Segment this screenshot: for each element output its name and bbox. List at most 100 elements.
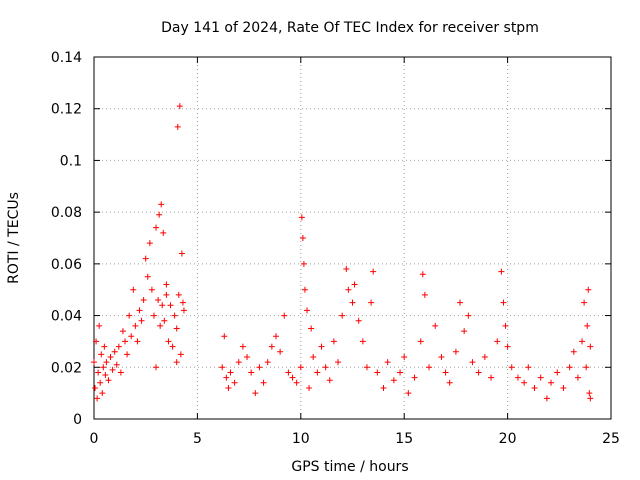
data-point bbox=[158, 201, 165, 208]
data-point bbox=[160, 229, 167, 236]
data-point bbox=[306, 384, 313, 391]
data-point bbox=[99, 390, 106, 397]
data-point bbox=[584, 322, 591, 329]
data-point bbox=[219, 364, 226, 371]
data-point bbox=[421, 291, 428, 298]
data-point bbox=[465, 312, 472, 319]
y-tick-label: 0.02 bbox=[51, 360, 82, 376]
data-point bbox=[105, 377, 112, 384]
data-point bbox=[500, 299, 507, 306]
data-point bbox=[178, 250, 185, 257]
data-point bbox=[339, 312, 346, 319]
y-tick-label: 0.1 bbox=[60, 153, 82, 169]
data-point bbox=[165, 338, 172, 345]
y-tick-label: 0.04 bbox=[51, 309, 82, 325]
y-tick-label: 0.08 bbox=[51, 205, 82, 221]
x-tick-label: 20 bbox=[499, 431, 517, 447]
x-tick-label: 5 bbox=[193, 431, 202, 447]
data-point bbox=[452, 348, 459, 355]
data-point bbox=[235, 359, 242, 366]
data-point bbox=[130, 286, 137, 293]
data-point bbox=[494, 338, 501, 345]
data-point bbox=[138, 317, 145, 324]
data-point bbox=[146, 240, 153, 247]
data-point bbox=[368, 299, 375, 306]
data-point bbox=[289, 374, 296, 381]
data-point bbox=[107, 353, 114, 360]
data-point bbox=[314, 369, 321, 376]
data-point bbox=[583, 364, 590, 371]
data-point bbox=[252, 390, 259, 397]
data-point bbox=[128, 333, 135, 340]
data-point bbox=[117, 369, 124, 376]
data-point bbox=[163, 291, 170, 298]
data-point bbox=[405, 390, 412, 397]
x-tick-label: 0 bbox=[90, 431, 99, 447]
data-point bbox=[514, 374, 521, 381]
data-point bbox=[417, 338, 424, 345]
data-point bbox=[585, 286, 592, 293]
data-point bbox=[508, 364, 515, 371]
data-point bbox=[374, 369, 381, 376]
data-point bbox=[293, 379, 300, 386]
data-point bbox=[457, 299, 464, 306]
data-point bbox=[122, 338, 129, 345]
data-point bbox=[260, 379, 267, 386]
y-axis-label: ROTI / TECUs bbox=[6, 192, 22, 284]
data-point bbox=[308, 325, 315, 332]
y-tick-label: 0.14 bbox=[51, 50, 82, 66]
data-point bbox=[285, 369, 292, 376]
data-point bbox=[310, 353, 317, 360]
data-point bbox=[297, 364, 304, 371]
data-point bbox=[475, 369, 482, 376]
data-point bbox=[432, 322, 439, 329]
data-point bbox=[301, 286, 308, 293]
data-point bbox=[150, 312, 157, 319]
x-tick-label: 25 bbox=[602, 431, 620, 447]
y-tick-label: 0.06 bbox=[51, 257, 82, 273]
data-point bbox=[227, 369, 234, 376]
data-point bbox=[272, 333, 279, 340]
data-point bbox=[132, 322, 139, 329]
data-point bbox=[225, 384, 232, 391]
data-point bbox=[155, 297, 162, 304]
data-point bbox=[525, 364, 532, 371]
data-point bbox=[504, 343, 511, 350]
data-point bbox=[277, 348, 284, 355]
data-point bbox=[115, 343, 122, 350]
data-point bbox=[351, 281, 358, 288]
data-point bbox=[144, 273, 151, 280]
data-point bbox=[461, 328, 468, 335]
data-point bbox=[370, 268, 377, 275]
y-tick-label: 0 bbox=[73, 412, 82, 428]
data-point bbox=[148, 286, 155, 293]
data-point bbox=[298, 214, 305, 221]
data-point bbox=[174, 123, 181, 130]
data-point bbox=[502, 322, 509, 329]
data-point bbox=[390, 377, 397, 384]
data-point bbox=[153, 224, 160, 231]
data-point bbox=[330, 338, 337, 345]
data-point bbox=[175, 291, 182, 298]
data-point bbox=[268, 343, 275, 350]
data-point bbox=[136, 307, 143, 314]
data-point bbox=[248, 369, 255, 376]
data-point bbox=[521, 379, 528, 386]
data-point bbox=[359, 338, 366, 345]
grid-lines bbox=[94, 57, 611, 419]
data-point bbox=[256, 364, 263, 371]
data-points bbox=[91, 103, 594, 402]
data-point bbox=[239, 343, 246, 350]
data-point bbox=[169, 343, 176, 350]
data-point bbox=[95, 369, 102, 376]
data-point bbox=[426, 364, 433, 371]
data-point bbox=[223, 374, 230, 381]
data-point bbox=[101, 343, 108, 350]
data-point bbox=[153, 364, 160, 371]
data-point bbox=[548, 379, 555, 386]
data-point bbox=[488, 374, 495, 381]
data-point bbox=[98, 351, 105, 358]
data-point bbox=[119, 328, 126, 335]
data-point bbox=[442, 369, 449, 376]
